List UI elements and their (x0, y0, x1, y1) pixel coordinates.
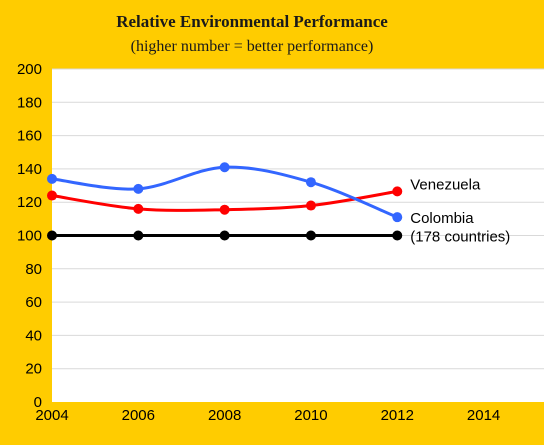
series-label-178-countries: (178 countries) (410, 229, 510, 246)
y-tick-label: 0 (34, 394, 42, 411)
y-tick-label: 60 (25, 294, 42, 311)
y-tick-label: 100 (17, 228, 42, 245)
data-point (47, 190, 57, 201)
series-label-venezuela: Venezuela (410, 176, 481, 193)
data-point (305, 200, 316, 211)
data-point (392, 230, 403, 241)
data-point (305, 230, 316, 241)
y-axis-tick-labels: 0 20 40 60 80 100 120 140 160 180 200 (17, 61, 42, 411)
y-tick-label: 140 (17, 161, 42, 178)
y-tick-label: 200 (17, 61, 42, 78)
data-point (392, 186, 403, 197)
chart-title: Relative Environmental Performance (116, 12, 388, 31)
series-label-colombia: Colombia (410, 210, 474, 227)
x-tick-label: 2010 (294, 407, 327, 424)
y-tick-label: 40 (25, 327, 42, 344)
data-point (47, 230, 57, 241)
data-point (133, 230, 144, 241)
x-tick-label: 2014 (467, 407, 500, 424)
x-axis-tick-labels: 2004 2006 2008 2010 2012 2014 (35, 407, 500, 424)
data-point (133, 203, 144, 214)
data-point (47, 173, 57, 184)
data-point (219, 230, 230, 241)
y-tick-label: 120 (17, 194, 42, 211)
x-tick-label: 2012 (381, 407, 414, 424)
data-point (219, 162, 230, 173)
data-point (392, 212, 403, 223)
y-tick-label: 160 (17, 128, 42, 145)
data-point (219, 204, 230, 215)
data-point (305, 177, 316, 188)
x-tick-label: 2006 (122, 407, 155, 424)
x-tick-label: 2004 (35, 407, 68, 424)
y-tick-label: 80 (25, 261, 42, 278)
x-tick-label: 2008 (208, 407, 241, 424)
series-group: Venezuela Colombia (178 countries) (47, 162, 510, 246)
chart-subtitle: (higher number = better performance) (131, 38, 374, 55)
y-tick-label: 180 (17, 94, 42, 111)
data-point (133, 183, 144, 194)
y-tick-label: 20 (25, 361, 42, 378)
